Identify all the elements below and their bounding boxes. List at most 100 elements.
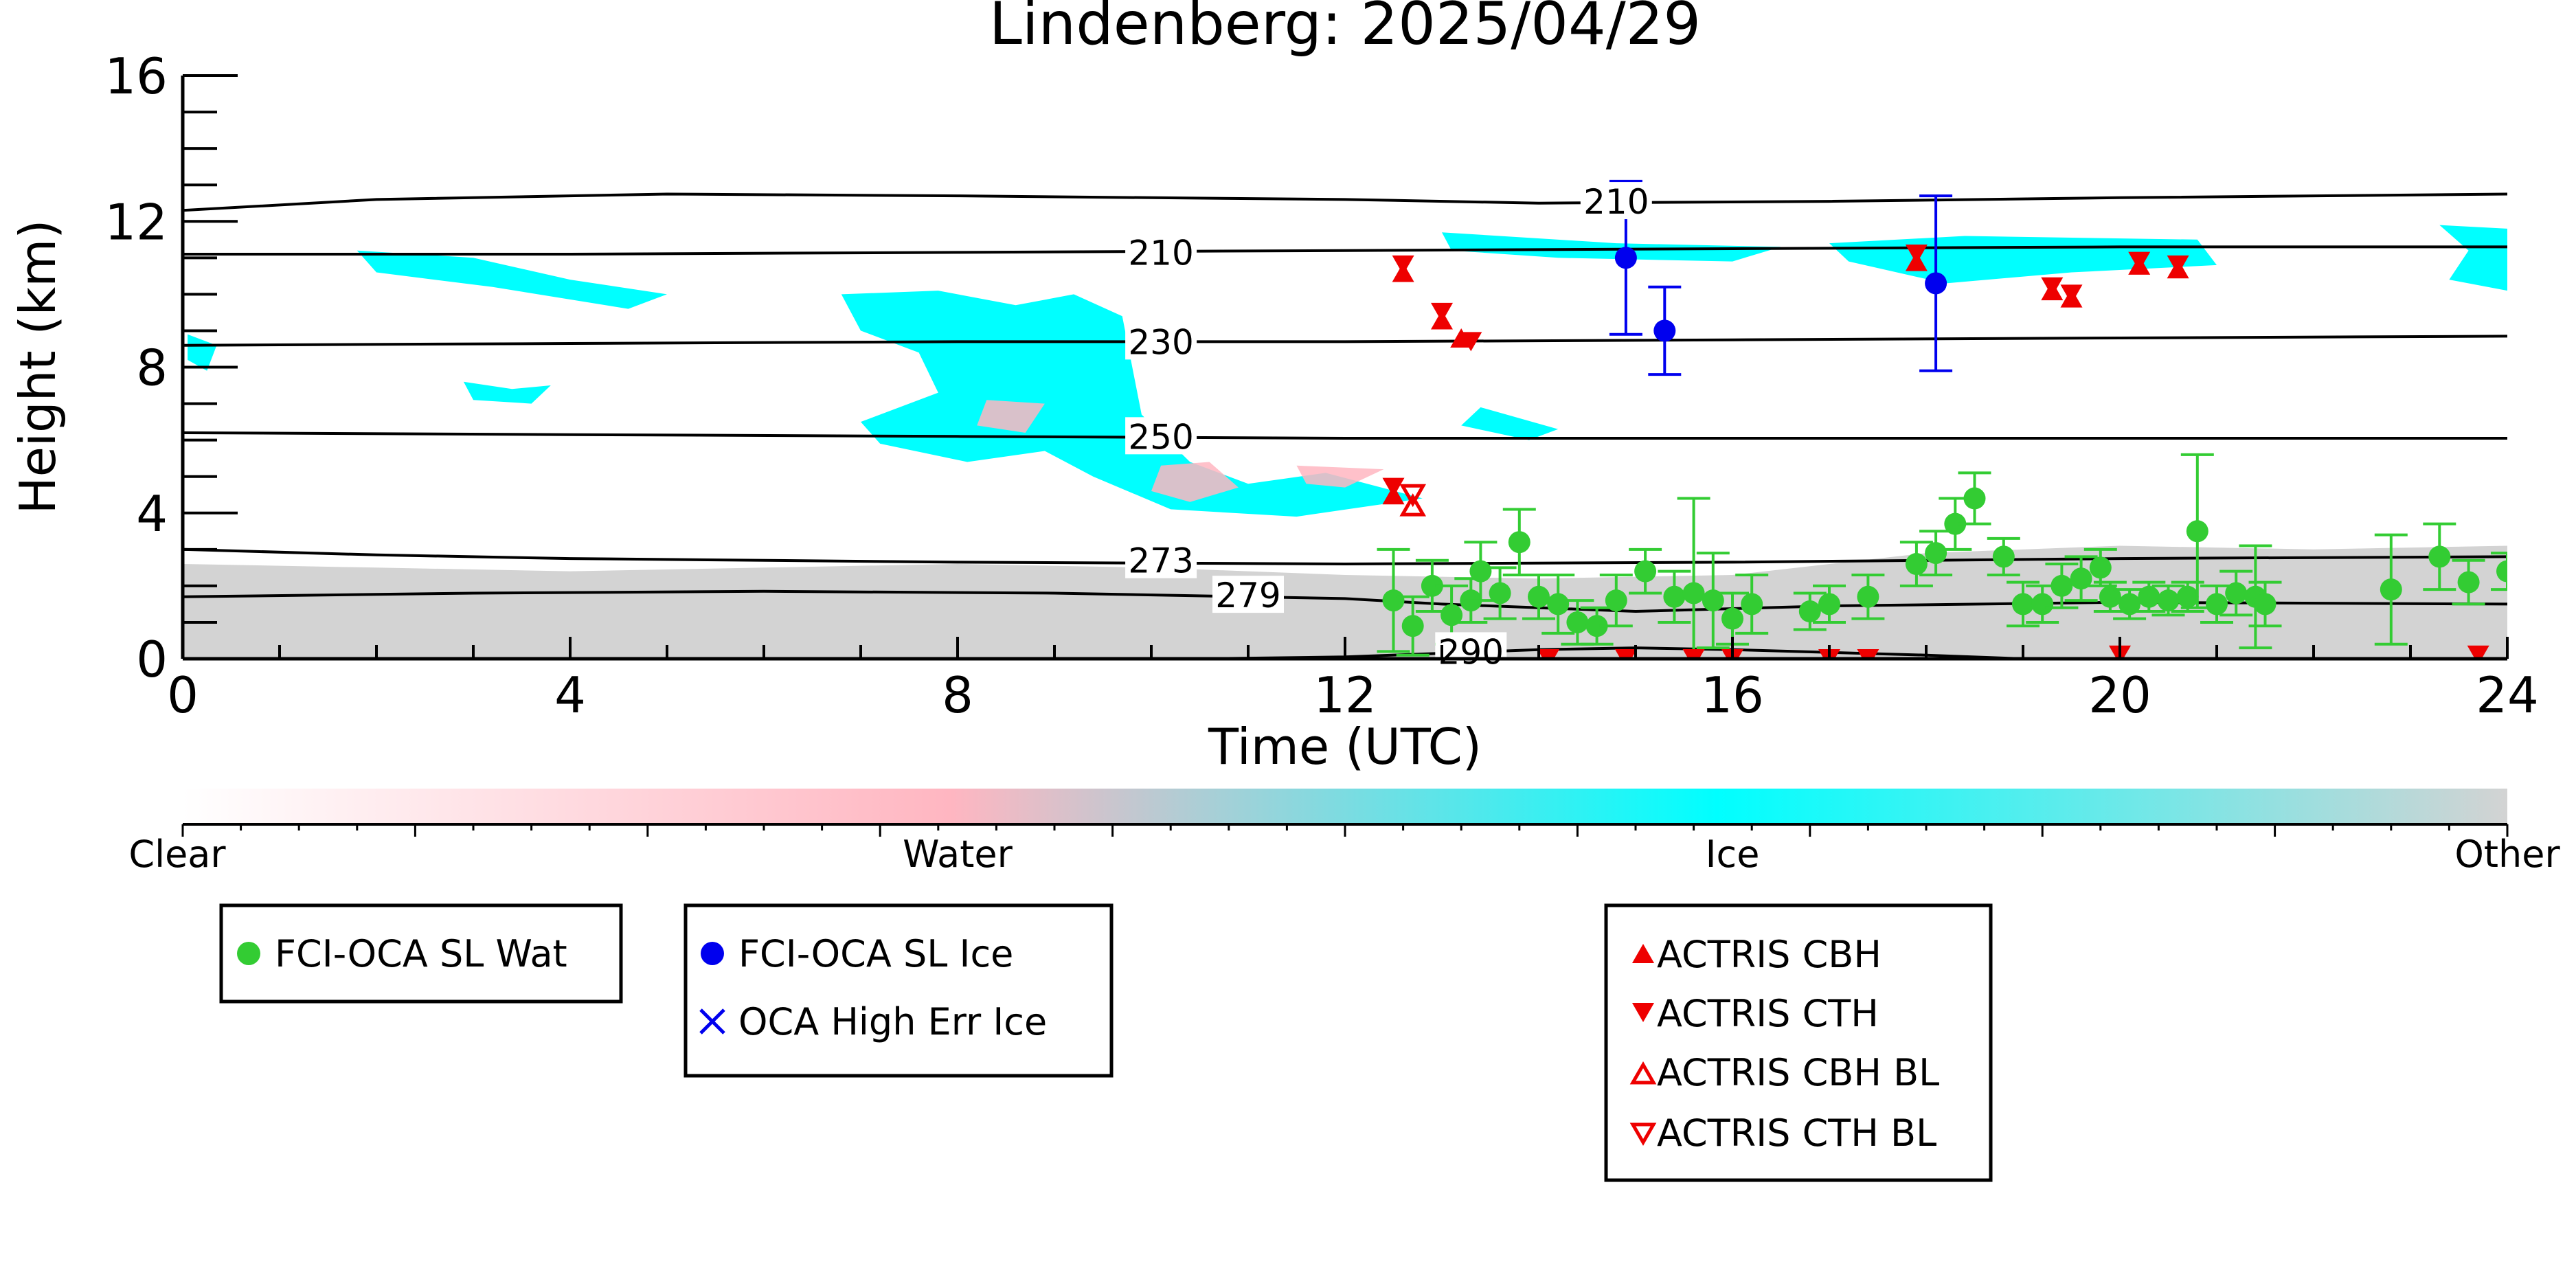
contour-line-250 (183, 431, 2507, 440)
legend-label-cbh: ACTRIS CBH (1657, 933, 1882, 976)
plot-area (183, 179, 2507, 659)
x-tick-label: 12 (1313, 666, 1377, 724)
legend-label-high-err: OCA High Err Ice (738, 1000, 1047, 1043)
y-tick-label: 4 (136, 485, 168, 543)
legend-label-cth-bl: ACTRIS CTH BL (1657, 1111, 1936, 1155)
contour-label-bg (1212, 576, 1284, 613)
ice-cloud-regions (188, 225, 2507, 517)
data-markers (1377, 179, 2507, 659)
ice-cloud-region (1829, 236, 2217, 284)
marker-fci-oca-sl-wat (1508, 531, 1530, 554)
contour-label-210: 210 (1583, 182, 1649, 222)
marker-fci-oca-sl-wat (2070, 567, 2092, 590)
water-cloud-regions (977, 400, 1384, 502)
marker-fci-oca-sl-wat (1925, 542, 1947, 565)
colorbar-gradient (183, 789, 2507, 824)
marker-fci-oca-sl-wat (2119, 593, 2141, 615)
y-tick-label: 0 (136, 631, 168, 688)
x-tick-label: 20 (2088, 666, 2151, 724)
ice-cloud-region (2439, 225, 2507, 291)
legend-label-oca-ice: FCI-OCA SL Ice (738, 932, 1013, 975)
marker-fci-oca-sl-wat (1605, 589, 1627, 612)
marker-fci-oca-sl-wat (1992, 545, 2015, 568)
marker-fci-oca-sl-wat (1798, 600, 1821, 623)
marker-actris-cth (1431, 302, 1453, 322)
contour-label-273: 273 (1128, 541, 1193, 581)
contour-label-bg (1580, 182, 1652, 220)
ice-cloud-region (357, 250, 667, 309)
marker-fci-oca-sl-wat (1382, 589, 1405, 612)
axes: 0 4 8 12 16 0 4 8 12 16 20 24 (104, 47, 2538, 724)
marker-fci-oca-sl-wat (2099, 585, 2121, 608)
marker-fci-oca-sl-wat (2186, 520, 2208, 543)
marker-fci-oca-sl-wat (2138, 585, 2160, 608)
marker-fci-oca-sl-wat (1421, 574, 1443, 597)
marker-actris-cth (2467, 645, 2489, 659)
legend-label-cth: ACTRIS CTH (1657, 992, 1879, 1035)
legend-marker-high-err-icon (699, 1008, 725, 1035)
x-tick-label: 0 (167, 666, 199, 724)
ice-cloud-region (841, 291, 1423, 517)
colorbar-label-clear: Clear (128, 833, 226, 876)
marker-fci-oca-sl-wat (1663, 585, 1686, 608)
contour-line-290 (1199, 646, 2024, 659)
contour-label-210: 210 (1128, 233, 1193, 273)
contour-label-bg (1125, 417, 1197, 455)
contour-label-230: 230 (1128, 322, 1193, 362)
marker-actris-cth (1537, 649, 1560, 659)
marker-fci-oca-sl-wat (1682, 582, 1705, 605)
marker-actris-cth (2128, 251, 2151, 271)
contour-label-279: 279 (1215, 576, 1280, 615)
water-cloud-region (1151, 462, 1239, 502)
marker-fci-oca-sl-wat (1469, 560, 1492, 583)
marker-fci-oca-sl-wat (2089, 556, 2112, 579)
chart-title: Lindenberg: 2025/04/29 (989, 0, 1701, 58)
contour-label-bg (1125, 322, 1197, 360)
legend-water: FCI-OCA SL Wat (219, 903, 623, 1004)
marker-fci-oca-sl-wat (2050, 574, 2073, 597)
ice-cloud-region (188, 334, 217, 371)
marker-fci-oca-sl-wat (1944, 512, 1967, 535)
y-tick-label: 16 (104, 47, 168, 105)
marker-actris-cth (2060, 284, 2083, 304)
marker-fci-oca-sl-wat (1634, 560, 1657, 583)
x-tick-label: 24 (2476, 666, 2539, 724)
marker-fci-oca-sl-wat (1741, 593, 1763, 615)
marker-actris-cth (1905, 245, 1928, 264)
marker-fci-oca-sl-wat (1440, 604, 1463, 626)
ice-cloud-region (463, 381, 551, 404)
legend-frame (683, 903, 1114, 1078)
colorbar-label-other: Other (2454, 833, 2560, 876)
contour-label-250: 250 (1128, 417, 1193, 457)
marker-actris-cth-bl (1399, 484, 1427, 508)
y-tick-label: 12 (104, 193, 168, 251)
colorbar-ticks (181, 824, 2509, 837)
marker-fci-oca-sl-wat (1401, 615, 1424, 637)
ice-cloud-region (1442, 232, 1781, 262)
marker-fci-oca-sl-wat (2457, 571, 2480, 594)
marker-fci-oca-sl-wat (1585, 615, 1608, 637)
contour-labels: 210 210 230 250 273 279 290 (1125, 182, 1652, 672)
marker-fci-oca-sl-wat (2225, 582, 2248, 605)
marker-actris-cbh-bl (1399, 493, 1427, 517)
marker-fci-oca-sl-wat (1528, 585, 1550, 608)
water-cloud-region (1296, 465, 1384, 488)
marker-fci-oca-sl-ice (1653, 319, 1676, 342)
marker-fci-oca-sl-wat (1721, 607, 1743, 630)
contour-line-230 (183, 335, 2507, 347)
marker-fci-oca-sl-wat (2254, 593, 2276, 615)
marker-actris-cth (1382, 477, 1405, 497)
legend-label-cbh-bl: ACTRIS CBH BL (1657, 1051, 1939, 1094)
legend-frame (219, 903, 623, 1004)
x-axis-label: Time (UTC) (1208, 718, 1482, 776)
marker-fci-oca-sl-wat (1905, 553, 1928, 576)
legend-marker-oca-wat (237, 942, 260, 965)
marker-fci-oca-sl-wat (1702, 589, 1724, 612)
legend-marker-oca-ice (701, 942, 724, 965)
x-tick-label: 8 (942, 666, 973, 724)
marker-fci-oca-sl-ice (1614, 247, 1637, 269)
marker-actris-cth (1460, 332, 1482, 352)
legend-marker-cth-bl-icon (1629, 1122, 1657, 1146)
marker-fci-oca-sl-wat (2031, 593, 2054, 615)
